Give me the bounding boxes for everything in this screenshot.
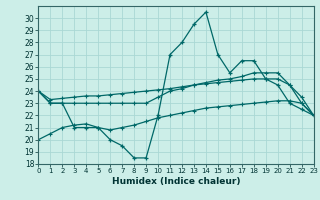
- X-axis label: Humidex (Indice chaleur): Humidex (Indice chaleur): [112, 177, 240, 186]
